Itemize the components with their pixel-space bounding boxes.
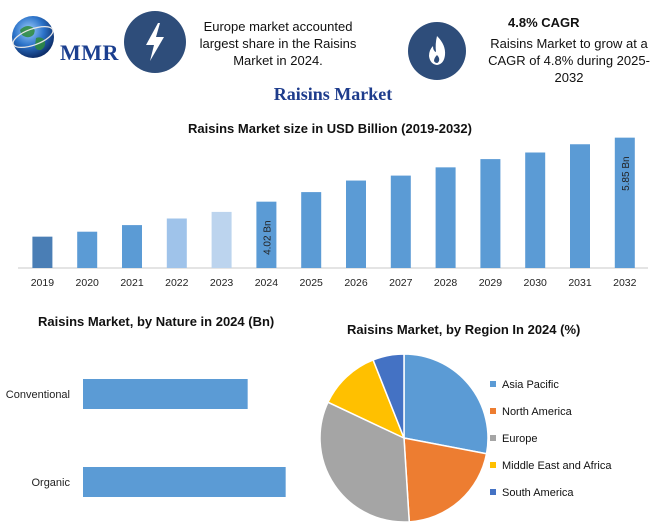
bar-2032 [614, 137, 635, 268]
bar-2028 [435, 167, 456, 268]
bar-2026 [346, 180, 366, 268]
legend-label: Asia Pacific [502, 379, 559, 391]
market-size-bar-chart: 2019 2020 2021 2022 2023 2024 2025 2026 2027 2028… [18, 137, 648, 289]
globe-icon [12, 16, 54, 58]
data-label: 4.02 Bn [262, 220, 273, 254]
y-tick-label: Conventional [6, 389, 70, 401]
data-label: 5.85 Bn [621, 156, 632, 190]
bar-2019 [32, 236, 53, 268]
lightning-icon [146, 23, 164, 61]
x-tick-label: 2022 [165, 277, 189, 289]
legend-label: South America [502, 487, 574, 499]
info-cagr: 4.8% CAGR Raisins Market to grow at a CA… [474, 14, 664, 86]
x-tick-label: 2020 [76, 277, 100, 289]
flame-badge [408, 22, 466, 80]
x-tick-label: 2029 [479, 277, 503, 289]
x-tick-label: 2023 [210, 277, 234, 289]
pie-slice-asia-pacific [403, 353, 489, 455]
x-tick-label: 2027 [389, 277, 413, 289]
cagr-title: 4.8% CAGR [508, 15, 580, 30]
cagr-line: Raisins Market to grow at a [490, 36, 648, 51]
legend-item: Middle East and Africa [490, 459, 611, 473]
x-tick-label: 2021 [120, 277, 144, 289]
lightning-badge [124, 11, 186, 73]
bar-2027 [390, 175, 411, 268]
pie-slice-europe [319, 401, 411, 523]
info-europe-line: Market in 2024. [233, 53, 323, 68]
pie-slice-north-america [403, 437, 488, 523]
nature-chart-title: Raisins Market, by Nature in 2024 (Bn) [38, 314, 275, 329]
x-tick-label: 2026 [344, 277, 368, 289]
cagr-line: CAGR of 4.8% during 2025-2032 [488, 53, 650, 85]
x-tick-label: 2024 [255, 277, 279, 289]
x-tick-label: 2031 [568, 277, 592, 289]
info-europe-line: Europe market accounted [203, 19, 353, 34]
bar-2031 [570, 144, 590, 268]
page-title: Raisins Market [273, 84, 393, 104]
legend-item: South America [490, 486, 611, 500]
legend-swatch [490, 489, 496, 496]
bar-2029 [480, 159, 501, 268]
x-tick-label: 2019 [31, 277, 55, 289]
bar-chart-title: Raisins Market size in USD Billion (2019… [188, 121, 472, 136]
bar-2021 [122, 225, 142, 268]
info-europe: Europe market accounted largest share in… [198, 18, 358, 69]
info-europe-line: largest share in the Raisins [199, 36, 357, 51]
y-tick-label: Organic [31, 477, 70, 489]
legend-label: Middle East and Africa [502, 460, 612, 472]
legend-item: North America [490, 405, 611, 419]
legend-swatch [490, 408, 496, 415]
legend-label: North America [502, 406, 572, 418]
x-tick-label: 2032 [613, 277, 637, 289]
bar-organic [83, 467, 286, 497]
bar-2023 [211, 211, 232, 268]
bar-2030 [525, 152, 546, 268]
logo: MMR [6, 10, 121, 70]
pie-slice-south-america [372, 353, 405, 439]
bar-2025 [301, 192, 322, 268]
region-pie-chart [319, 353, 489, 523]
legend-label: Europe [502, 433, 538, 445]
pie-slice-middle-east-and-africa [326, 358, 406, 440]
x-tick-label: 2028 [434, 277, 458, 289]
x-tick-label: 2025 [300, 277, 324, 289]
legend-swatch [490, 462, 496, 469]
legend-swatch [490, 381, 496, 388]
flame-icon [429, 36, 446, 65]
pie-legend: Asia Pacific North America Europe Middle… [490, 378, 611, 500]
bar-2022 [166, 218, 187, 268]
region-chart-title: Raisins Market, by Region In 2024 (%) [347, 322, 581, 337]
x-tick-label: 2030 [524, 277, 548, 289]
legend-swatch [490, 435, 496, 442]
bar-2020 [77, 231, 98, 268]
bar-2024 [256, 201, 277, 268]
legend-item: Europe [490, 432, 611, 446]
logo-text: MMR [60, 40, 119, 65]
nature-bar-chart: Conventional Organic [6, 379, 286, 497]
legend-item: Asia Pacific [490, 378, 611, 392]
bar-conventional [83, 379, 248, 409]
